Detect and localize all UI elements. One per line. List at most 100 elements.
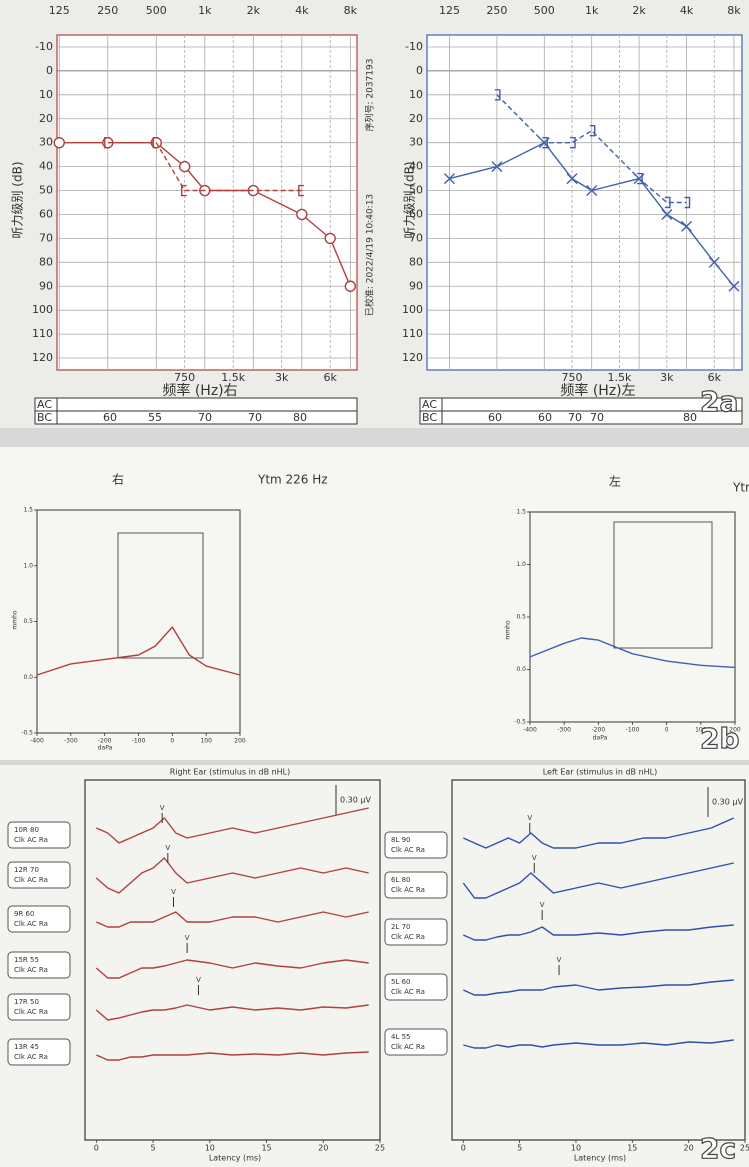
- marker: [296, 208, 308, 221]
- scale-label: 0.30 µV: [712, 798, 743, 807]
- trace-sublabel: Clk AC Ra: [391, 933, 425, 941]
- plot-frame: [426, 34, 743, 371]
- x-tick-label: 6k: [708, 371, 722, 384]
- y-tick-label: 0.5: [516, 614, 526, 621]
- marker: [344, 280, 357, 292]
- marker: [661, 208, 673, 220]
- trace-label-box: [7, 1038, 71, 1066]
- table-cell: 70: [568, 411, 582, 424]
- x-tick-label: 25: [375, 1144, 385, 1153]
- trace-label: 4L 55: [391, 1033, 411, 1041]
- x-tick-label: 10: [571, 1144, 581, 1153]
- x-tick-label: 2k: [247, 4, 261, 17]
- x-axis-label: 频率 (Hz)右: [162, 382, 237, 399]
- peak-label: V: [540, 901, 545, 909]
- plot-frame: [451, 779, 746, 1141]
- x-tick-label: 3k: [660, 371, 674, 384]
- x-tick-label: 100: [200, 738, 212, 745]
- y-tick-label: 10: [39, 88, 53, 101]
- marker: [586, 185, 598, 197]
- y-axis-label: 听力级别 (dB): [11, 161, 25, 238]
- x-tick-label: 1k: [585, 4, 599, 17]
- y-tick-label: 100: [402, 303, 423, 316]
- y-tick-label: 110: [32, 327, 53, 340]
- x-tick-label: 200: [729, 727, 741, 734]
- x-tick-label: 100: [695, 727, 707, 734]
- series-line: [463, 924, 734, 941]
- marker: [542, 136, 548, 149]
- row-label: AC: [422, 398, 437, 411]
- trace-label-box: [384, 871, 448, 899]
- peak-label: V: [527, 814, 532, 822]
- row-label: BC: [37, 411, 52, 424]
- x-axis-label: daPa: [98, 745, 113, 752]
- peak-label: V: [171, 888, 176, 896]
- x-tick-label: 8k: [727, 4, 741, 17]
- marker: [637, 172, 643, 185]
- trace-sublabel: Clk AC Ra: [14, 836, 48, 844]
- series-line: [36, 626, 241, 676]
- plot-frame: [84, 779, 381, 1141]
- trace-label-box: [7, 821, 71, 849]
- x-tick-label: 0: [170, 738, 174, 745]
- x-tick-label: 500: [146, 4, 167, 17]
- y-tick-label: 0.0: [23, 674, 33, 681]
- y-tick-label: 80: [39, 255, 53, 268]
- x-tick-label: 8k: [344, 4, 358, 17]
- trace-sublabel: Clk AC Ra: [391, 988, 425, 996]
- x-tick-label: -300: [64, 738, 78, 745]
- x-tick-label: 125: [49, 4, 70, 17]
- x-tick-label: 1k: [198, 4, 212, 17]
- table-cell: 80: [683, 411, 697, 424]
- y-tick-label: 50: [39, 184, 53, 197]
- y-axis-label: mmho: [505, 620, 512, 639]
- serial-note: 序列号: 2037193: [364, 59, 376, 132]
- marker: [180, 184, 187, 197]
- panel-label: 2c: [700, 1132, 736, 1165]
- y-tick-label: 0: [46, 64, 53, 77]
- table-cell: 80: [293, 411, 307, 424]
- x-axis-label: daPa: [593, 735, 608, 742]
- row-label: AC: [37, 398, 52, 411]
- trace-sublabel: Clk AC Ra: [14, 876, 48, 884]
- x-tick-label: 25: [740, 1144, 749, 1153]
- chart-title: 左: [609, 474, 621, 489]
- x-tick-label: -100: [132, 738, 146, 745]
- trace-sublabel: Clk AC Ra: [14, 966, 48, 974]
- series-line: [95, 1004, 369, 1021]
- scale-label: 0.30 µV: [340, 796, 371, 805]
- y-tick-label: 0.0: [516, 666, 526, 673]
- marker: [104, 136, 110, 149]
- marker: [708, 256, 720, 268]
- trace-sublabel: Clk AC Ra: [391, 886, 425, 894]
- x-tick-label: 15: [261, 1144, 271, 1153]
- trace-label: 9R 60: [14, 910, 34, 918]
- marker: [298, 184, 304, 197]
- y-tick-label: 90: [39, 279, 53, 292]
- marker: [664, 196, 671, 209]
- x-tick-label: 0: [461, 1144, 466, 1153]
- reference-box: [613, 521, 713, 649]
- x-tick-label: 0: [665, 727, 669, 734]
- table-cell: 70: [248, 411, 262, 424]
- y-tick-label: 20: [409, 112, 423, 125]
- marker: [684, 196, 691, 209]
- plot-frame: [56, 34, 358, 371]
- trace-label: 12R 70: [14, 866, 39, 874]
- series-line: [463, 1039, 734, 1049]
- x-tick-label: 0: [94, 1144, 99, 1153]
- trace-label: 13R 45: [14, 1043, 39, 1051]
- trace-label: 8L 90: [391, 836, 411, 844]
- marker: [178, 160, 191, 173]
- x-tick-label: 1.5k: [608, 371, 632, 384]
- x-tick-label: -100: [626, 727, 640, 734]
- y-tick-label: 40: [39, 160, 53, 173]
- x-tick-label: -200: [592, 727, 606, 734]
- trace-sublabel: Clk AC Ra: [14, 1053, 48, 1061]
- series-line: [529, 637, 736, 669]
- x-tick-label: 20: [318, 1144, 328, 1153]
- table-cell: 70: [198, 411, 212, 424]
- x-tick-label: 4k: [295, 4, 309, 17]
- y-tick-label: -0.5: [514, 719, 526, 726]
